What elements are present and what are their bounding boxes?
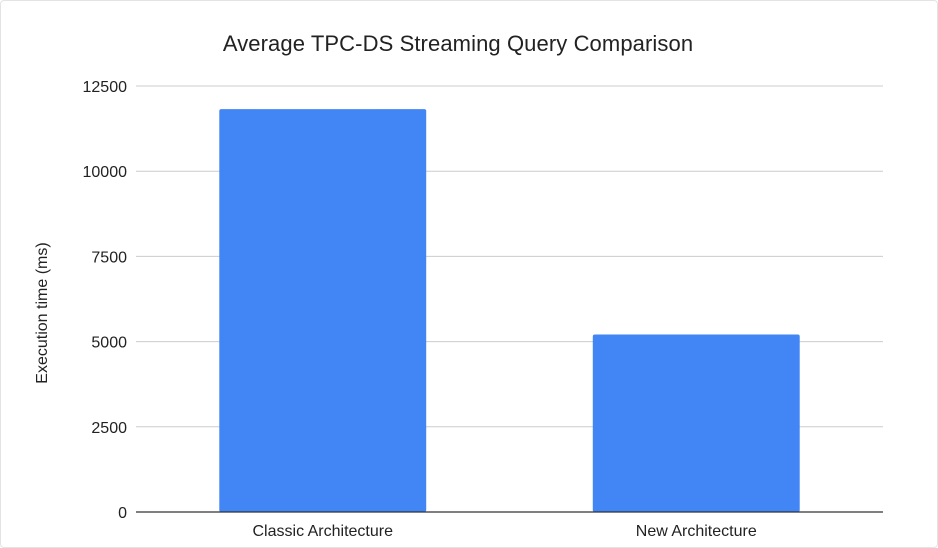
chart-title: Average TPC-DS Streaming Query Compariso… (222, 31, 694, 56)
bar-classic-architecture (219, 109, 427, 512)
y-tick-label: 5000 (91, 335, 127, 352)
y-tick-label: 7500 (91, 249, 127, 266)
x-tick-label: Classic Architecture (253, 523, 394, 540)
y-tick-label: 2500 (91, 420, 127, 437)
tick-labels: 0 2500 5000 7500 10000 12500 Classic Architect… (83, 79, 757, 540)
x-tick-label: New Architecture (636, 523, 757, 540)
bars (219, 109, 800, 512)
y-tick-label: 0 (118, 505, 127, 522)
bar-new-architecture (592, 334, 800, 512)
y-tick-label: 12500 (83, 79, 128, 96)
y-tick-label: 10000 (83, 164, 128, 181)
